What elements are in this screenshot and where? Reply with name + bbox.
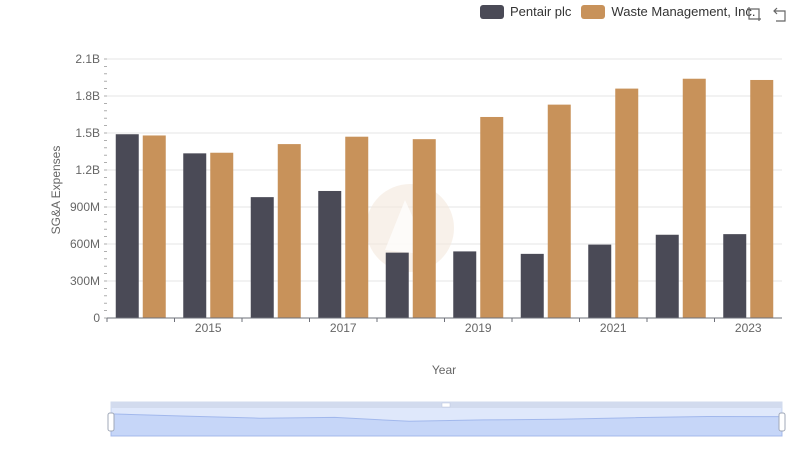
bar-pentair-2017[interactable] xyxy=(318,190,342,318)
legend-swatch-waste-management xyxy=(581,4,606,19)
bar-series xyxy=(115,78,774,318)
data-zoom-slider[interactable] xyxy=(107,401,786,437)
bar-pentair-2015[interactable] xyxy=(183,153,207,318)
legend-swatch-pentair xyxy=(480,4,504,19)
restore-icon[interactable] xyxy=(772,6,788,22)
toolbox xyxy=(746,6,788,22)
bar-waste-management-2022[interactable] xyxy=(682,78,706,318)
x-tick-label: 2023 xyxy=(735,321,762,335)
grid-lines xyxy=(107,58,782,319)
y-tick-label: 0 xyxy=(93,311,100,325)
bar-waste-management-2018[interactable] xyxy=(412,139,436,318)
zoom-selection[interactable] xyxy=(111,408,782,436)
y-tick-label: 1.5B xyxy=(75,126,100,140)
bar-waste-management-2020[interactable] xyxy=(547,104,571,318)
x-tick-label: 2019 xyxy=(465,321,492,335)
x-tick-label: 2021 xyxy=(600,321,627,335)
bar-pentair-2023[interactable] xyxy=(723,234,747,318)
y-tick-label: 600M xyxy=(70,237,100,251)
legend-item-waste-management[interactable]: Waste Management, Inc. xyxy=(581,4,755,19)
legend-label-waste-management: Waste Management, Inc. xyxy=(611,4,756,19)
bar-waste-management-2016[interactable] xyxy=(277,144,301,318)
x-axis-labels: 2015 2017 2019 2021 2023 xyxy=(195,321,762,335)
bar-waste-management-2014[interactable] xyxy=(142,135,166,318)
bar-waste-management-2017[interactable] xyxy=(345,136,369,318)
zoom-drag-grip[interactable] xyxy=(441,402,451,408)
x-tick-label: 2015 xyxy=(195,321,222,335)
zoom-handle-left[interactable] xyxy=(107,412,115,432)
bar-pentair-2018[interactable] xyxy=(385,252,409,318)
y-tick-label: 2.1B xyxy=(75,52,100,66)
x-tick-label: 2017 xyxy=(330,321,357,335)
x-axis-title: Year xyxy=(432,363,456,377)
bar-pentair-2019[interactable] xyxy=(453,251,477,318)
axes xyxy=(104,58,782,322)
bar-pentair-2021[interactable] xyxy=(588,244,612,318)
legend: Pentair plc Waste Management, Inc. xyxy=(480,4,755,19)
bar-waste-management-2021[interactable] xyxy=(615,88,639,318)
y-tick-label: 300M xyxy=(70,274,100,288)
bar-pentair-2022[interactable] xyxy=(655,234,679,318)
y-tick-label: 900M xyxy=(70,200,100,214)
zoom-icon[interactable] xyxy=(746,6,762,22)
bar-waste-management-2019[interactable] xyxy=(480,116,504,318)
y-tick-label: 1.8B xyxy=(75,89,100,103)
bar-pentair-2014[interactable] xyxy=(115,134,139,318)
bar-waste-management-2023[interactable] xyxy=(750,79,774,318)
y-tick-label: 1.2B xyxy=(75,163,100,177)
bar-pentair-2016[interactable] xyxy=(250,197,274,318)
bar-waste-management-2015[interactable] xyxy=(210,152,234,318)
y-axis-labels: 0 300M 600M 900M 1.2B 1.5B 1.8B 2.1B xyxy=(70,52,100,325)
watermark-logo xyxy=(366,184,454,272)
zoom-handle-right[interactable] xyxy=(778,412,786,432)
bar-pentair-2020[interactable] xyxy=(520,253,544,318)
legend-label-pentair: Pentair plc xyxy=(510,4,572,19)
legend-item-pentair[interactable]: Pentair plc xyxy=(480,4,571,19)
y-axis-title: SG&A Expenses xyxy=(49,146,63,235)
